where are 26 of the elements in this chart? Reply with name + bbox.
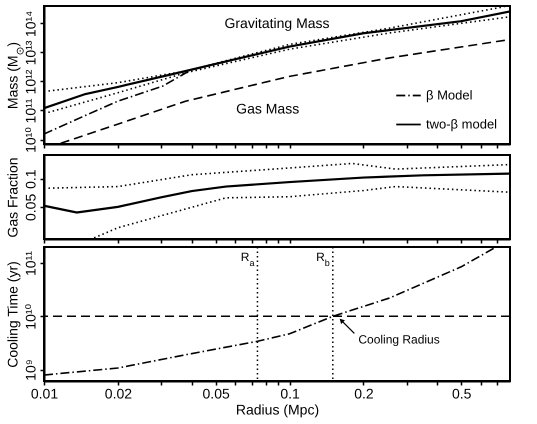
y-tick-label: 10¹²: [22, 69, 38, 94]
x-tick-label: 0.05: [202, 386, 230, 402]
ref-line-label: R$_{b}$: [316, 250, 330, 268]
y-tick-label: 10¹¹: [22, 250, 38, 276]
y-axis-title: Cooling Time (yr): [4, 261, 20, 368]
legend-label: two-β model: [426, 116, 498, 132]
y-tick-label: 10⁹: [22, 359, 38, 381]
ref-line-label: R$_{a}$: [240, 250, 254, 268]
y-tick-label: 10¹¹: [22, 98, 38, 124]
x-tick-label: 0.02: [104, 386, 132, 402]
x-tick-label: 0.5: [452, 386, 472, 402]
y-tick-label: 10¹⁴: [22, 10, 38, 38]
x-tick-label: 0.1: [280, 386, 300, 402]
x-tick-label: 0.2: [354, 386, 374, 402]
y-tick-label: 10¹⁰: [22, 303, 38, 330]
annotation: Gravitating Mass: [224, 14, 330, 31]
y-tick-label: 10¹⁰: [22, 126, 38, 153]
y-tick-label: 0.05: [22, 194, 38, 221]
y-tick-label: 10¹³: [22, 40, 38, 66]
annotation: Cooling Radius: [358, 332, 440, 346]
y-tick-label: 0.1: [22, 169, 38, 189]
annotation: Gas Mass: [236, 100, 300, 116]
y-axis-title: Gas Fraction: [4, 157, 20, 238]
legend-label: β Model: [426, 88, 473, 102]
x-axis-title: Radius (Mpc): [236, 402, 320, 418]
x-tick-label: 0.01: [30, 386, 58, 402]
